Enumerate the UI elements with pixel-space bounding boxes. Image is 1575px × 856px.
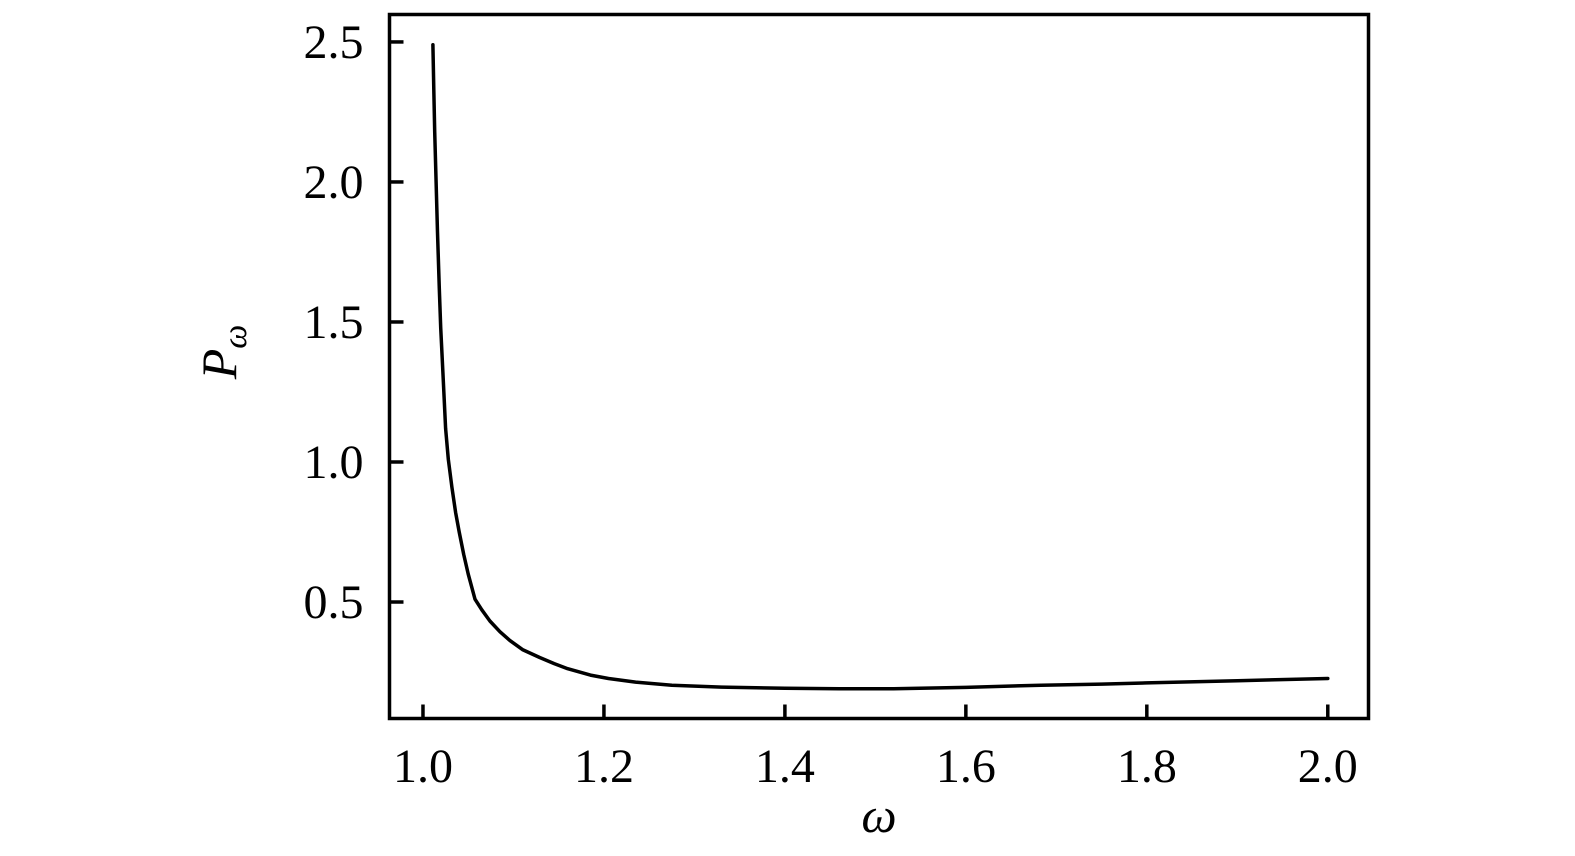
y-axis-ticks: 0.5 1.0 1.5 2.0 2.5 xyxy=(304,16,404,629)
x-tick-label: 1.6 xyxy=(936,740,996,793)
x-axis-label: ω xyxy=(861,787,896,843)
y-axis-label-base: P xyxy=(191,349,247,381)
data-curve xyxy=(431,42,1330,691)
y-tick-label: 2.5 xyxy=(304,16,364,69)
plot-frame xyxy=(387,12,1371,721)
y-tick-label: 0.5 xyxy=(304,576,364,629)
y-axis-label: Pω xyxy=(191,325,254,381)
x-tick-label: 2.0 xyxy=(1298,740,1358,793)
y-axis-label-subscript: ω xyxy=(217,325,254,349)
x-tick-label: 1.8 xyxy=(1117,740,1177,793)
x-tick-label: 1.4 xyxy=(755,740,815,793)
x-tick-label: 1.2 xyxy=(574,740,634,793)
y-tick-label: 1.0 xyxy=(304,436,364,489)
x-axis-ticks: 1.0 1.2 1.4 1.6 1.8 2.0 xyxy=(393,704,1358,793)
y-tick-label: 1.5 xyxy=(304,296,364,349)
y-tick-label: 2.0 xyxy=(304,156,364,209)
x-tick-label: 1.0 xyxy=(393,740,453,793)
